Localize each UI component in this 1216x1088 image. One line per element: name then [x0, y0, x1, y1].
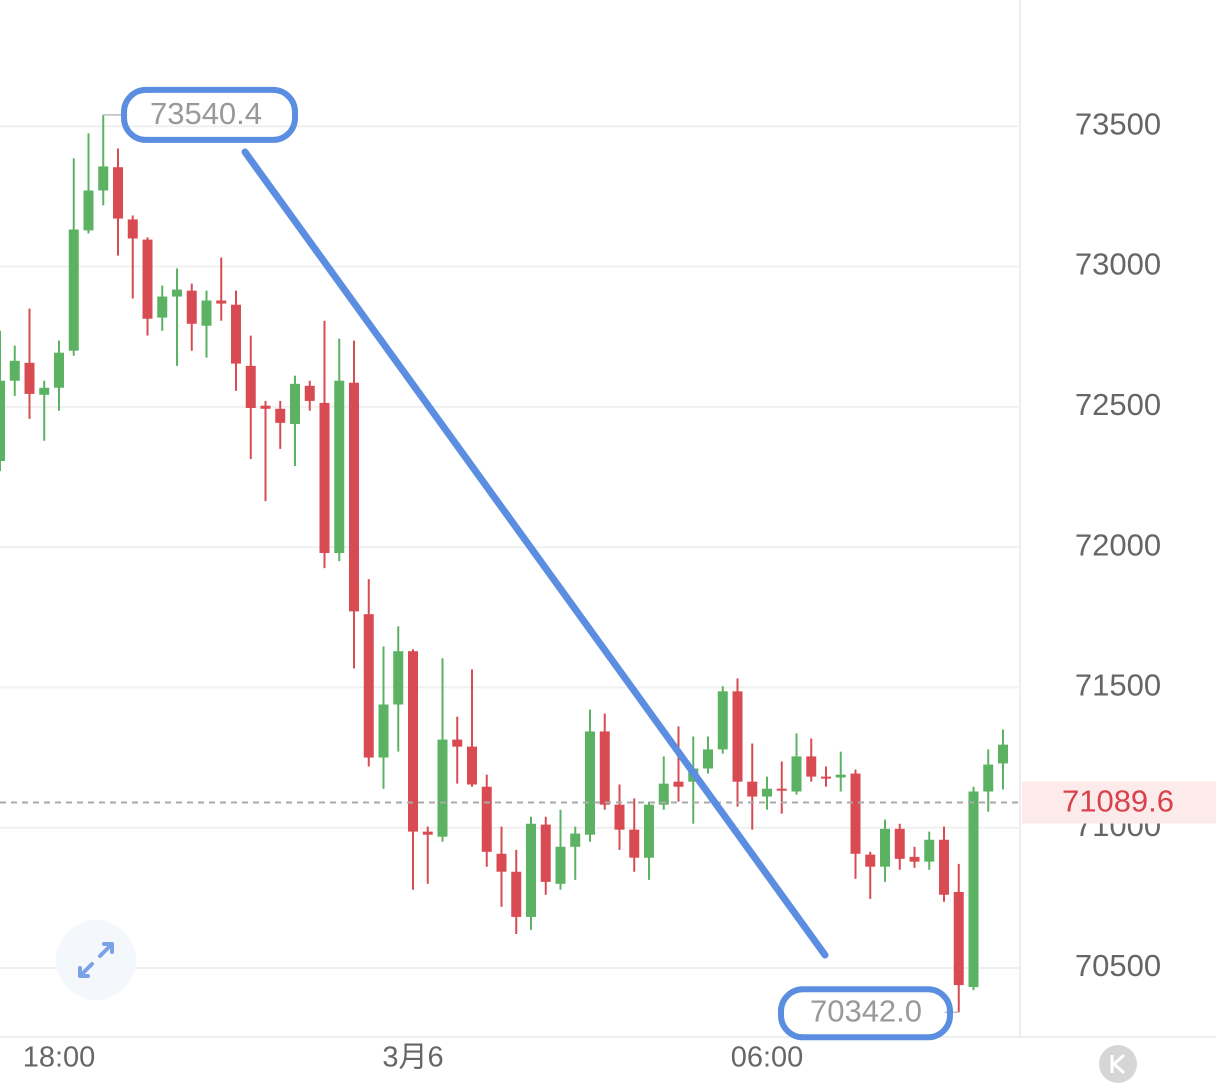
- candle-body: [363, 614, 374, 758]
- candle-body: [673, 781, 684, 787]
- k-button[interactable]: [1099, 1045, 1137, 1083]
- candle-body: [644, 804, 654, 858]
- candle-body: [791, 756, 802, 792]
- y-tick-label: 73000: [1075, 247, 1161, 282]
- candle-body: [393, 651, 404, 705]
- candle-body: [998, 744, 1008, 764]
- candle-body: [585, 731, 595, 835]
- candle-body: [717, 691, 728, 750]
- candle-body: [0, 380, 5, 461]
- candle-body: [481, 786, 492, 852]
- candle-body: [201, 300, 212, 326]
- candle-body: [98, 166, 109, 191]
- candle-body: [186, 290, 197, 324]
- candle-body: [113, 167, 123, 219]
- candle-body: [275, 408, 286, 423]
- drawn-trend-line: [241, 148, 829, 959]
- candle-body: [599, 731, 610, 805]
- candle-body: [924, 839, 935, 862]
- x-tick-label: 06:00: [731, 1042, 804, 1074]
- candle-body: [540, 824, 551, 882]
- y-tick-label: 72000: [1075, 527, 1161, 562]
- expand-button[interactable]: [56, 920, 136, 1000]
- last-price-label: 71089.6: [1062, 784, 1174, 819]
- candle-body: [894, 828, 905, 859]
- candle-body: [127, 219, 138, 239]
- x-tick-label: 18:00: [23, 1042, 96, 1074]
- min-highlight-box: [778, 986, 953, 1041]
- candle-body: [260, 405, 271, 409]
- y-tick-label: 73500: [1075, 106, 1161, 141]
- candle-body: [496, 853, 507, 872]
- candle-body: [703, 749, 713, 769]
- candle-body: [865, 854, 876, 867]
- candle-body: [555, 846, 566, 884]
- candle-body: [437, 739, 448, 837]
- candle-body: [231, 304, 241, 364]
- candle-body: [835, 774, 846, 778]
- candle-body: [747, 781, 758, 797]
- candle-body: [658, 783, 669, 805]
- candle-body: [467, 746, 477, 785]
- candle-body: [319, 402, 330, 554]
- candle-body: [378, 704, 389, 758]
- candle-body: [850, 773, 861, 854]
- candle-body: [806, 756, 817, 777]
- candle-body: [9, 360, 20, 381]
- y-tick-label: 72500: [1075, 387, 1161, 422]
- candle-body: [821, 776, 831, 779]
- candle-body: [334, 380, 345, 554]
- x-tick-label: 3月6: [382, 1042, 443, 1074]
- candle-body: [349, 382, 359, 612]
- candle-body: [452, 739, 463, 747]
- candle-body: [408, 651, 418, 832]
- candle-body: [983, 764, 994, 792]
- candle-body: [39, 387, 50, 395]
- candle-body: [939, 839, 949, 895]
- last-price-box: [1022, 781, 1216, 824]
- candle-body: [54, 352, 64, 388]
- candle-body: [968, 791, 979, 988]
- candle-body: [614, 804, 625, 830]
- candle-body: [83, 190, 94, 231]
- candle-body: [526, 823, 536, 917]
- y-tick-label: 71500: [1075, 668, 1161, 703]
- candle-body: [953, 891, 964, 986]
- candle-body: [880, 828, 890, 867]
- candle-body: [304, 385, 315, 401]
- candle-body: [732, 691, 743, 782]
- min-label: 70342.0: [810, 993, 922, 1028]
- candle-body: [157, 296, 168, 318]
- candle-body: [570, 833, 581, 847]
- candle-body: [762, 788, 772, 797]
- candle-body: [24, 362, 35, 394]
- candle-body: [68, 229, 79, 351]
- y-tick-label: 70500: [1075, 948, 1161, 983]
- max-label: 73540.4: [150, 96, 262, 131]
- candle-body: [216, 300, 227, 304]
- candle-body: [422, 831, 433, 835]
- candle-body: [245, 365, 256, 408]
- candle-body: [142, 239, 153, 319]
- candle-body: [172, 289, 182, 297]
- candle-body: [290, 383, 300, 424]
- candle-body: [629, 829, 640, 858]
- max-highlight-box: [121, 86, 298, 143]
- candle-body: [909, 856, 920, 862]
- candle-body: [511, 871, 522, 917]
- candle-body: [776, 788, 787, 791]
